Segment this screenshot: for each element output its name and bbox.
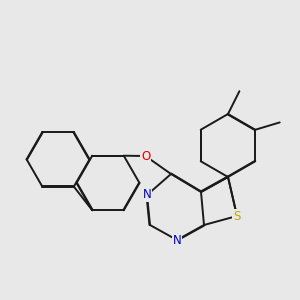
Text: S: S <box>233 209 241 223</box>
Text: N: N <box>142 188 152 202</box>
Text: O: O <box>141 149 150 163</box>
Text: N: N <box>172 233 182 247</box>
